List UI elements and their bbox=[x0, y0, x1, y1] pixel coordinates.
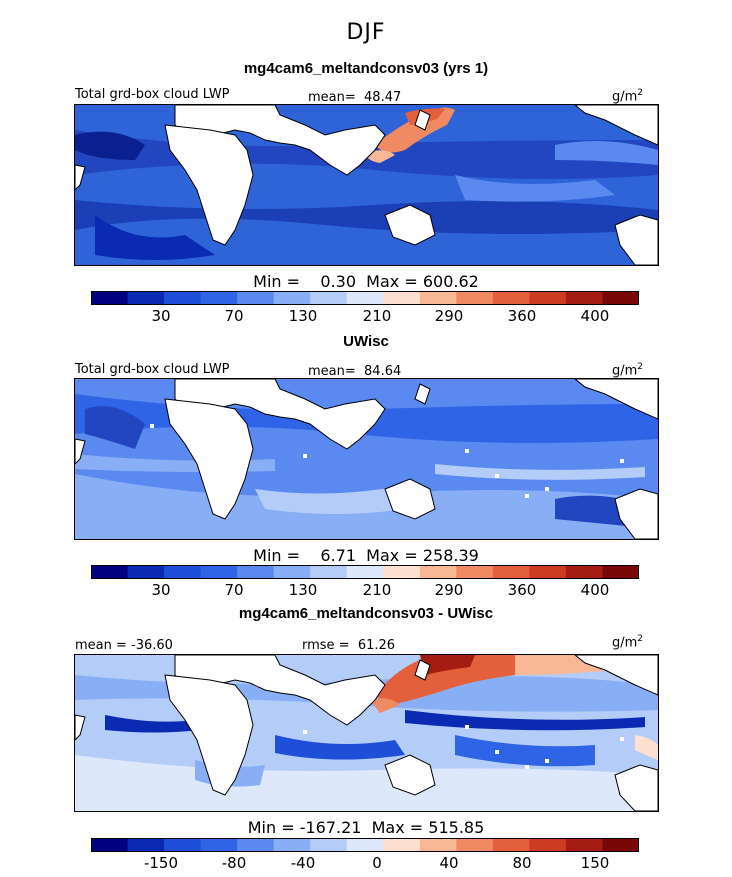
colorbar-swatch bbox=[456, 565, 494, 579]
panel-3-rmse-label: rmse = 61.26 bbox=[302, 638, 396, 653]
panel-1-units: g/m2 bbox=[612, 88, 644, 105]
colorbar-swatch bbox=[346, 291, 384, 305]
colorbar-swatch bbox=[602, 565, 639, 579]
colorbar-swatch bbox=[529, 291, 567, 305]
panel-3-tick-label: -150 bbox=[143, 854, 179, 872]
panel-1-mean-label: mean= 48.47 bbox=[308, 90, 402, 105]
panel-2-left-label: Total grd-box cloud LWP bbox=[75, 362, 230, 377]
colorbar-swatch bbox=[383, 565, 421, 579]
colorbar-swatch bbox=[127, 565, 165, 579]
panel-2-tick-label: 360 bbox=[507, 581, 537, 599]
panel-2-title: UWisc bbox=[343, 333, 389, 350]
colorbar-swatch bbox=[237, 565, 275, 579]
colorbar-swatch bbox=[565, 565, 603, 579]
colorbar-swatch bbox=[565, 838, 603, 852]
panel-1-tick-label: 30 bbox=[151, 307, 171, 325]
colorbar-swatch bbox=[456, 291, 494, 305]
colorbar-swatch bbox=[602, 291, 639, 305]
colorbar-swatch bbox=[565, 291, 603, 305]
colorbar-border bbox=[91, 565, 639, 579]
panel-3-min-max: Min = -167.21 Max = 515.85 bbox=[247, 818, 485, 837]
panel-3-colorbar-svg bbox=[91, 838, 639, 852]
panel-3-tick-label: 80 bbox=[512, 854, 532, 872]
colorbar-border bbox=[91, 838, 639, 852]
panel-2-map bbox=[74, 378, 659, 540]
colorbar-swatch bbox=[310, 565, 348, 579]
colorbar-swatch bbox=[127, 838, 165, 852]
panel-2-tick-label: 70 bbox=[224, 581, 244, 599]
colorbar-swatch bbox=[273, 291, 311, 305]
colorbar-swatch bbox=[91, 291, 129, 305]
panel-2-min-max: Min = 6.71 Max = 258.39 bbox=[253, 546, 479, 565]
panel-3-colorbar-ticks: -150 -80 -40 0 40 80 150 bbox=[0, 854, 732, 874]
colorbar-swatch bbox=[346, 565, 384, 579]
panel-2-colorbar-ticks: 30 70 130 210 290 360 400 bbox=[0, 581, 732, 601]
panel-3-tick-label: 40 bbox=[439, 854, 459, 872]
panel-1-colorbar-svg bbox=[91, 291, 639, 305]
colorbar-swatch bbox=[127, 291, 165, 305]
colorbar-swatch bbox=[419, 565, 457, 579]
panel-3-title: mg4cam6_meltandconsv03 - UWisc bbox=[238, 605, 494, 622]
panel-2-tick-label: 130 bbox=[288, 581, 318, 599]
colorbar-swatch bbox=[237, 291, 275, 305]
panel-3-tick-label: -80 bbox=[221, 854, 247, 872]
colorbar-swatch bbox=[200, 291, 238, 305]
colorbar-swatch bbox=[273, 565, 311, 579]
colorbar-swatch bbox=[200, 565, 238, 579]
colorbar-swatch bbox=[419, 838, 457, 852]
colorbar-swatch bbox=[310, 291, 348, 305]
panel-1-tick-label: 210 bbox=[362, 307, 392, 325]
panel-3-units: g/m2 bbox=[612, 634, 644, 651]
panel-1-tick-label: 70 bbox=[224, 307, 244, 325]
colorbar-swatch bbox=[529, 565, 567, 579]
colorbar-swatch bbox=[273, 838, 311, 852]
panel-2-tick-label: 210 bbox=[362, 581, 392, 599]
panel-2-mean-label: mean= 84.64 bbox=[308, 364, 402, 379]
colorbar-swatch bbox=[310, 838, 348, 852]
panel-1-colorbar bbox=[91, 291, 639, 305]
panel-1-title: mg4cam6_meltandconsv03 (yrs 1) bbox=[243, 60, 489, 77]
colorbar-swatch bbox=[91, 838, 129, 852]
panel-1-tick-label: 130 bbox=[288, 307, 318, 325]
panel-3-tick-label: 150 bbox=[580, 854, 610, 872]
colorbar-swatch bbox=[200, 838, 238, 852]
panel-1-min-max: Min = 0.30 Max = 600.62 bbox=[253, 272, 479, 291]
colorbar-swatch bbox=[164, 291, 202, 305]
panel-2-tick-label: 290 bbox=[434, 581, 464, 599]
panel-1-tick-label: 400 bbox=[580, 307, 610, 325]
panel-2-colorbar-svg bbox=[91, 565, 639, 579]
colorbar-swatch bbox=[164, 565, 202, 579]
colorbar-swatch bbox=[383, 838, 421, 852]
panel-3-map bbox=[74, 654, 659, 812]
panel-2-colorbar bbox=[91, 565, 639, 579]
colorbar-swatch bbox=[456, 838, 494, 852]
colorbar-swatch bbox=[492, 291, 530, 305]
colorbar-swatch bbox=[346, 838, 384, 852]
colorbar-swatch bbox=[492, 838, 530, 852]
panel-1-tick-label: 290 bbox=[434, 307, 464, 325]
panel-3-tick-label: 0 bbox=[372, 854, 382, 872]
colorbar-swatch bbox=[91, 565, 129, 579]
panel-3-mean-label: mean = -36.60 bbox=[75, 638, 173, 653]
colorbar-swatch bbox=[383, 291, 421, 305]
panel-3-tick-label: -40 bbox=[290, 854, 316, 872]
colorbar-swatch bbox=[237, 838, 275, 852]
panel-1-map bbox=[74, 104, 659, 266]
panel-3-colorbar bbox=[91, 838, 639, 852]
colorbar-swatch bbox=[529, 838, 567, 852]
panel-1-left-label: Total grd-box cloud LWP bbox=[75, 87, 230, 102]
panel-2-tick-label: 30 bbox=[151, 581, 171, 599]
figure-title: DJF bbox=[346, 20, 386, 45]
colorbar-swatch bbox=[602, 838, 639, 852]
panel-2-tick-label: 400 bbox=[580, 581, 610, 599]
colorbar-swatch bbox=[419, 291, 457, 305]
colorbar-border bbox=[91, 291, 639, 305]
colorbar-swatch bbox=[492, 565, 530, 579]
colorbar-swatch bbox=[164, 838, 202, 852]
panel-1-tick-label: 360 bbox=[507, 307, 537, 325]
panel-1-colorbar-ticks: 30 70 130 210 290 360 400 bbox=[0, 307, 732, 327]
panel-2-units: g/m2 bbox=[612, 362, 644, 379]
